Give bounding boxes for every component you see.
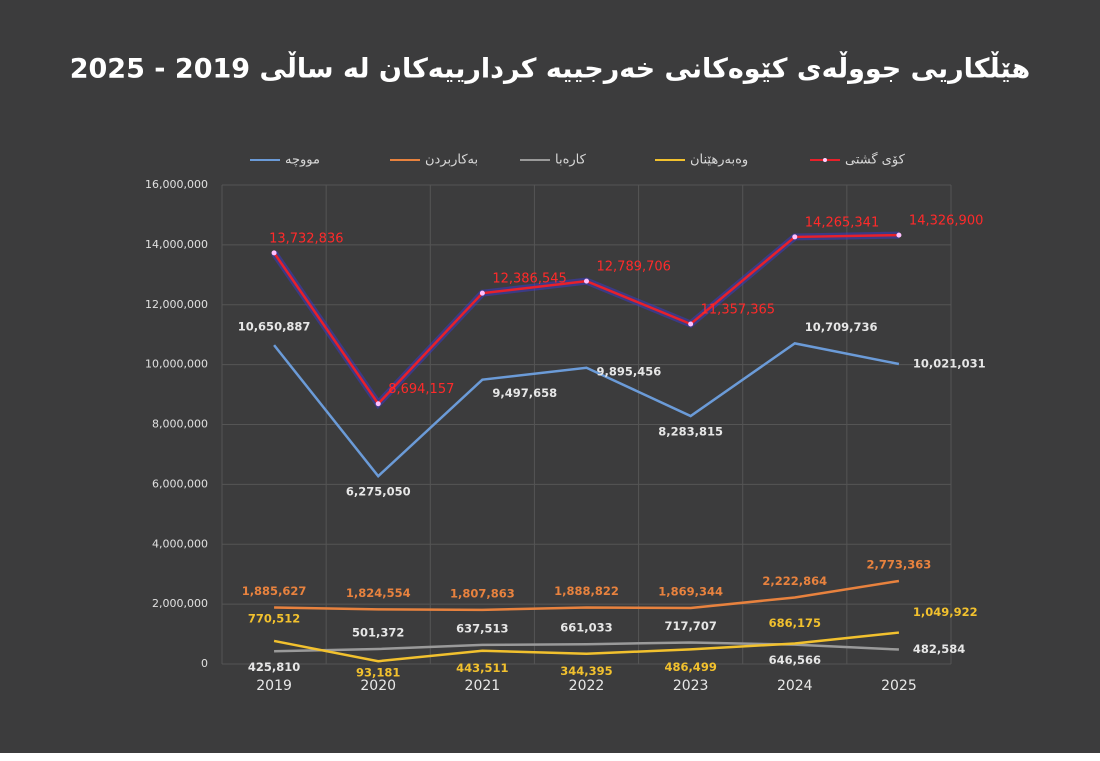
series-line (273, 631, 900, 663)
data-label: 1,049,922 (913, 605, 978, 619)
data-label: 13,732,836 (269, 231, 343, 246)
chart-title: هێڵکاریی جووڵەی کێوەکانی خەرجییە کرداریی… (70, 52, 1031, 85)
point (688, 321, 694, 327)
data-label: 425,810 (248, 660, 300, 674)
data-label: 93,181 (356, 666, 400, 680)
data-label: 1,807,863 (450, 586, 515, 600)
data-label: 1,885,627 (242, 584, 307, 598)
legend-label: مووچە (285, 153, 320, 168)
data-label: 2,222,864 (762, 574, 827, 588)
data-label: 1,824,554 (346, 586, 411, 600)
point (896, 232, 902, 238)
point (584, 278, 589, 284)
data-label: 686,175 (769, 616, 821, 630)
data-label: 486,499 (664, 660, 716, 674)
x-tick-label: 2019 (256, 678, 292, 694)
x-tick-label: 2024 (777, 678, 813, 694)
data-label: 8,694,157 (388, 382, 454, 397)
data-label: 12,789,706 (597, 260, 671, 275)
y-tick-label: 16,000,000 (145, 178, 208, 191)
data-label: 12,386,545 (492, 272, 566, 287)
y-tick-label: 0 (201, 657, 208, 670)
data-label: 482,584 (913, 642, 965, 656)
data-label: 646,566 (769, 653, 821, 667)
y-tick-label: 8,000,000 (152, 418, 208, 431)
data-label: 10,650,887 (238, 320, 311, 334)
y-tick-label: 6,000,000 (152, 477, 208, 490)
legend-label: کۆی گشتی (845, 152, 906, 168)
data-label: 11,357,365 (701, 302, 775, 317)
data-label: 14,265,341 (805, 215, 879, 230)
legend-marker (823, 158, 827, 162)
point (792, 234, 798, 240)
point (271, 250, 277, 256)
y-tick-label: 4,000,000 (152, 537, 208, 550)
y-tick-label: 14,000,000 (145, 238, 208, 251)
data-label: 2,773,363 (867, 557, 932, 571)
y-tick-label: 10,000,000 (145, 358, 208, 371)
point (375, 401, 381, 407)
x-tick-label: 2021 (465, 678, 501, 694)
series-line (274, 579, 900, 612)
data-label: 10,709,736 (805, 320, 878, 334)
point (479, 290, 485, 296)
data-label: 717,707 (664, 619, 716, 633)
data-label: 9,497,658 (492, 386, 557, 400)
data-label: 637,513 (456, 621, 508, 635)
x-tick-label: 2022 (569, 678, 605, 694)
data-label: 770,512 (248, 611, 300, 625)
legend-label: وەبەرهێنان (690, 153, 748, 168)
y-tick-label: 2,000,000 (152, 597, 208, 610)
data-label: 6,275,050 (346, 485, 411, 499)
data-label: 344,395 (560, 664, 612, 678)
data-label: 14,326,900 (909, 214, 983, 229)
data-label: 9,895,456 (597, 364, 662, 378)
data-label: 10,021,031 (913, 356, 986, 370)
legend-label: بەکاربردن (425, 153, 478, 168)
data-label: 8,283,815 (658, 425, 723, 439)
data-label: 661,033 (560, 621, 612, 635)
data-label: 443,511 (456, 661, 508, 675)
data-label: 1,869,344 (658, 585, 723, 599)
y-tick-label: 12,000,000 (145, 298, 208, 311)
x-tick-label: 2020 (360, 678, 396, 694)
data-label: 1,888,822 (554, 584, 619, 598)
x-tick-label: 2025 (881, 678, 917, 694)
x-tick-label: 2023 (673, 678, 709, 694)
series-line (273, 342, 900, 478)
data-label: 501,372 (352, 625, 404, 639)
legend-label: کارەبا (555, 153, 587, 168)
